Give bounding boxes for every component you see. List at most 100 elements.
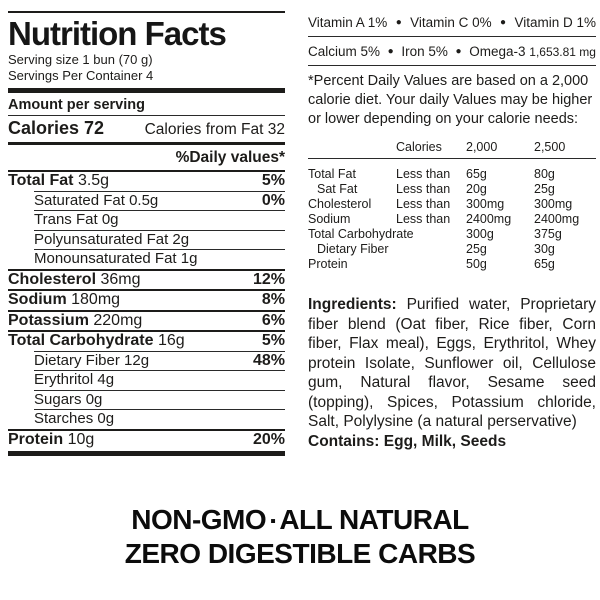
divider bbox=[8, 289, 285, 291]
daily-values-table: Calories 2,000 2,500 Total Fat Less than 6… bbox=[308, 140, 596, 271]
table-row: Cholesterol Less than 300mg 300mg bbox=[308, 197, 573, 211]
header-2000: 2,000 bbox=[466, 140, 498, 154]
nutrient-dv: 5% bbox=[261, 172, 285, 189]
table-row: Protein 50g 65g bbox=[308, 257, 555, 271]
banner-non-gmo: NON-GMO bbox=[131, 504, 267, 535]
nutrient-amount: 4g bbox=[97, 371, 115, 388]
banner-line-1: NON-GMO ▪ ALL NATURAL bbox=[0, 504, 600, 538]
nutrient-name: Dietary Fiber bbox=[34, 351, 120, 369]
nutrition-panel: Nutrition Facts Serving size 1 bun (70 g… bbox=[8, 11, 285, 456]
nutrient-name: Total Fat bbox=[8, 172, 74, 189]
divider bbox=[34, 389, 285, 391]
table-row: Sat Fat Less than 20g 25g bbox=[317, 182, 555, 196]
calories-value: Calories 72 bbox=[8, 118, 105, 138]
divider bbox=[34, 409, 285, 410]
nutrient-amount: 36mg bbox=[100, 270, 141, 288]
nutrient-row-sugars: Sugars 0g bbox=[8, 391, 285, 410]
nutrient-name: Cholesterol bbox=[8, 270, 97, 288]
nutrient-row-trans-fat: Trans Fat 0g bbox=[8, 211, 285, 230]
omega-3-label: Omega-3 bbox=[469, 44, 526, 59]
banner-line-2: ZERO DIGESTIBLE CARBS bbox=[124, 537, 476, 569]
nutrient-amount: 2g bbox=[172, 230, 190, 248]
calories-row: Calories 72 Calories from Fat 32 bbox=[8, 116, 285, 140]
nutrient-amount: 0g bbox=[85, 390, 103, 408]
nutrient-amount: 0g bbox=[101, 211, 119, 228]
omega-3: Omega-3 1,653.81 mg bbox=[469, 44, 596, 59]
banner-all-natural: ALL NATURAL bbox=[279, 504, 469, 535]
nutrient-dv: 0% bbox=[261, 191, 285, 209]
divider bbox=[34, 190, 285, 192]
vitamin-row-1: Vitamin A 1% ● Vitamin C 0% ● Vitamin D … bbox=[308, 8, 596, 37]
nutrient-row-monounsaturated-fat: Monounsaturated Fat 1g bbox=[8, 250, 285, 269]
divider bbox=[34, 350, 285, 352]
nutrient-row-starches: Starches 0g bbox=[8, 410, 285, 429]
nutrient-row-dietary-fiber: Dietary Fiber 12g 48% bbox=[8, 352, 285, 371]
nutrient-row-total-carbohydrate: Total Carbohydrate 16g 5% bbox=[8, 332, 285, 351]
nutrient-row-total-fat: Total Fat 3.5g 5% bbox=[8, 172, 285, 191]
nutrient-amount: 1g bbox=[180, 250, 198, 267]
thick-divider bbox=[8, 451, 285, 456]
calcium: Calcium 5% bbox=[308, 44, 381, 59]
nutrient-amount: 16g bbox=[157, 332, 185, 349]
dot-separator-icon: ● bbox=[395, 16, 402, 28]
nutrient-name: Erythritol bbox=[34, 371, 94, 388]
nutrient-amount: 3.5g bbox=[77, 172, 110, 189]
nutrient-amount: 220mg bbox=[93, 311, 143, 329]
medium-divider bbox=[8, 142, 285, 145]
table-row: Total Fat Less than 65g 80g bbox=[308, 167, 555, 181]
dot-separator-icon: ● bbox=[455, 45, 462, 57]
nutrient-name: Potassium bbox=[8, 311, 89, 329]
nutrient-row-potassium: Potassium 220mg 6% bbox=[8, 312, 285, 331]
nutrient-dv: 6% bbox=[261, 311, 285, 329]
table-row: Total Carbohydrate 300g 375g bbox=[308, 227, 562, 241]
nutrient-amount: 0.5g bbox=[129, 191, 159, 209]
divider bbox=[34, 370, 285, 371]
divider bbox=[8, 428, 285, 431]
right-column: Vitamin A 1% ● Vitamin C 0% ● Vitamin D … bbox=[308, 8, 596, 451]
header-spacer bbox=[308, 140, 396, 154]
table-header: Calories 2,000 2,500 bbox=[308, 140, 596, 159]
nutrient-amount: 180mg bbox=[71, 291, 121, 308]
omega-3-value: 1,653.81 mg bbox=[529, 45, 596, 59]
amount-per-serving-label: Amount per serving bbox=[8, 97, 145, 113]
vitamin-d: Vitamin D 1% bbox=[514, 15, 596, 30]
nutrient-name: Starches bbox=[34, 410, 94, 427]
serving-size: Serving size 1 bun (70 g) bbox=[8, 52, 153, 67]
header-2500: 2,500 bbox=[534, 140, 566, 154]
thick-divider bbox=[8, 88, 285, 93]
nutrient-name: Protein bbox=[8, 430, 64, 448]
divider bbox=[34, 249, 285, 250]
ingredients-text: Purified water, Proprietary fiber blend … bbox=[308, 296, 596, 430]
top-rule bbox=[8, 11, 285, 13]
nutrient-dv: 48% bbox=[252, 351, 285, 369]
divider bbox=[8, 330, 285, 332]
divider bbox=[34, 210, 285, 211]
daily-values-header: %Daily values* bbox=[175, 149, 285, 166]
nutrient-name: Polyunsaturated Fat bbox=[34, 230, 169, 248]
vitamin-row-2: Calcium 5% ● Iron 5% ● Omega-3 1,653.81 … bbox=[308, 37, 596, 66]
nutrient-amount: 12g bbox=[124, 351, 150, 369]
nutrient-dv: 20% bbox=[252, 430, 285, 448]
nutrient-dv: 8% bbox=[261, 291, 285, 308]
divider bbox=[8, 309, 285, 312]
nutrient-name: Trans Fat bbox=[34, 211, 98, 228]
nutrient-dv: 5% bbox=[261, 332, 285, 349]
table-row: Sodium Less than 2400mg 2400mg bbox=[308, 212, 580, 226]
divider bbox=[8, 170, 285, 172]
table-row: Dietary Fiber 25g 30g bbox=[317, 242, 555, 256]
divider bbox=[8, 115, 285, 116]
nutrient-dv: 12% bbox=[252, 270, 285, 288]
nutrient-amount: 0g bbox=[97, 410, 115, 427]
ingredients-paragraph: Ingredients: Purified water, Proprietary… bbox=[308, 295, 596, 432]
ingredients-label: Ingredients: bbox=[308, 296, 397, 313]
servings-per-container: Servings Per Container 4 bbox=[8, 68, 154, 83]
iron: Iron 5% bbox=[401, 44, 448, 59]
allergen-statement: Contains: Egg, Milk, Seeds bbox=[308, 432, 507, 450]
daily-values-footnote: *Percent Daily Values are based on a 2,0… bbox=[308, 73, 593, 127]
marketing-banner: NON-GMO ▪ ALL NATURAL ZERO DIGESTIBLE CARB… bbox=[0, 504, 600, 570]
nutrient-row-cholesterol: Cholesterol 36mg 12% bbox=[8, 271, 285, 290]
divider bbox=[8, 268, 285, 271]
nutrient-row-protein: Protein 10g 20% bbox=[8, 431, 285, 450]
square-bullet-icon: ▪ bbox=[270, 512, 276, 530]
